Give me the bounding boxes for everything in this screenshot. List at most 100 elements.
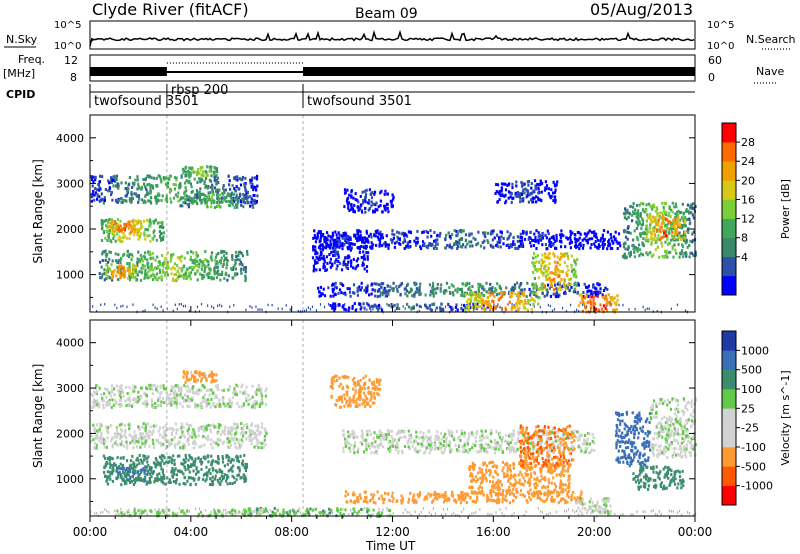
cell (164, 446, 167, 450)
cell (241, 192, 244, 196)
cell (200, 267, 204, 271)
cell (381, 244, 384, 248)
cell (329, 304, 332, 307)
cell (650, 510, 652, 513)
cell (103, 196, 106, 200)
cell (633, 249, 636, 253)
cell (356, 263, 360, 267)
cell (660, 241, 663, 245)
cell (399, 292, 402, 296)
cell (190, 185, 193, 189)
cell (206, 173, 209, 177)
cell (530, 290, 533, 294)
cell (538, 268, 541, 272)
cell (359, 203, 362, 207)
cell (649, 237, 653, 241)
cell (219, 423, 222, 427)
cell (249, 204, 252, 208)
cell (398, 238, 401, 242)
cell (529, 231, 532, 234)
cell (245, 437, 248, 441)
cell (234, 392, 237, 396)
cell (313, 234, 316, 237)
cell (321, 248, 324, 252)
cell (545, 288, 548, 292)
cell (134, 219, 138, 223)
cell (257, 383, 260, 387)
cell (642, 305, 644, 309)
cell (391, 193, 394, 197)
cell (247, 201, 250, 204)
cell (212, 403, 215, 407)
cell (164, 274, 167, 277)
cell (206, 165, 209, 169)
cell (534, 187, 538, 191)
cell (181, 430, 184, 434)
cell (101, 175, 104, 179)
cell (639, 234, 642, 238)
cell (236, 466, 240, 470)
cell (624, 235, 628, 239)
cell (299, 511, 301, 514)
cell (431, 303, 434, 306)
cell (366, 284, 369, 288)
cell (331, 290, 335, 294)
cell (167, 441, 170, 445)
cell (469, 514, 471, 517)
cell (647, 230, 650, 234)
cell (320, 256, 324, 260)
cell (537, 288, 540, 292)
cell (569, 277, 573, 281)
cell (517, 291, 520, 295)
cell (216, 190, 219, 194)
cell (395, 240, 398, 244)
cell (221, 186, 225, 190)
cell (677, 219, 680, 223)
cell (202, 274, 205, 278)
cell (192, 251, 195, 255)
cell (562, 234, 565, 238)
cell (149, 199, 152, 203)
cell (120, 267, 123, 270)
cell (469, 298, 472, 302)
cell (335, 251, 338, 255)
cell (493, 305, 496, 309)
cell (202, 174, 205, 178)
cell (93, 446, 96, 450)
cell (592, 291, 596, 294)
cell (397, 237, 400, 241)
cell (544, 243, 547, 247)
cell (513, 243, 516, 247)
cell (373, 190, 377, 194)
cell (668, 205, 671, 209)
cell (172, 454, 175, 458)
cell (489, 293, 492, 297)
cell (543, 283, 546, 287)
cell (474, 297, 477, 301)
cell (398, 285, 401, 289)
freq-tick-12: 12 (64, 54, 78, 67)
cell (489, 513, 491, 517)
cell (656, 245, 659, 249)
cell (120, 439, 124, 443)
cell (107, 221, 110, 225)
cell (146, 218, 149, 222)
cell (239, 446, 242, 450)
cell (495, 190, 498, 193)
cell (350, 195, 353, 199)
cell (513, 306, 516, 309)
cell (670, 238, 673, 242)
cell (644, 308, 646, 312)
cell (365, 188, 368, 192)
cell (504, 182, 507, 186)
cell (119, 229, 122, 233)
cell (151, 387, 154, 391)
cell (541, 232, 544, 236)
cell (114, 239, 117, 243)
cell (236, 203, 239, 207)
cell (587, 289, 590, 293)
cell (374, 288, 377, 292)
cell (218, 398, 221, 402)
cell (571, 231, 574, 235)
cell (651, 207, 654, 211)
